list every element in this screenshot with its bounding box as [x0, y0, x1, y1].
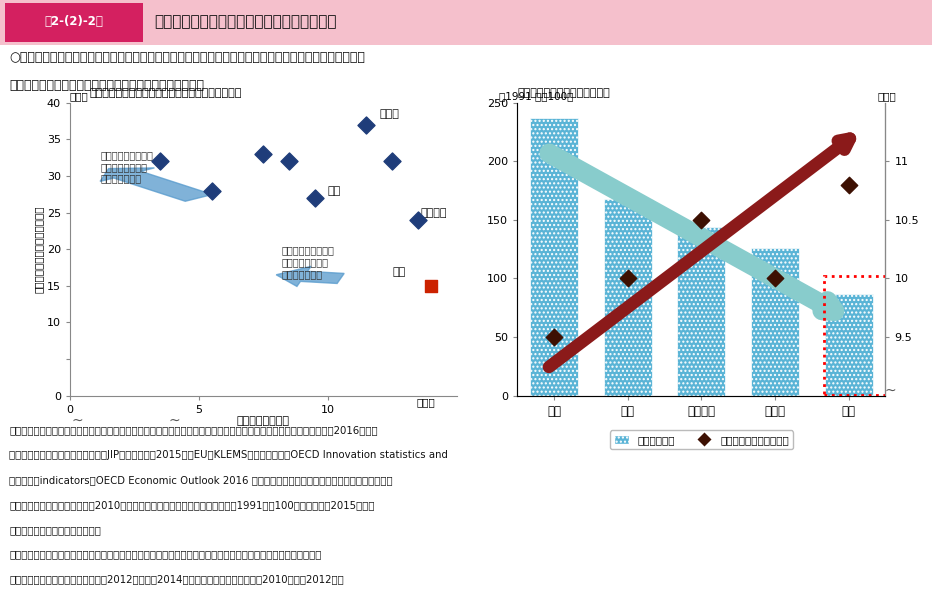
Bar — [678, 227, 725, 396]
Text: （独）経済産業研究所「JIPデータベース2015」、EU　KLEMSデータベース、OECD Innovation statistics and: （独）経済産業研究所「JIPデータベース2015」、EU KLEMSデータベース… — [9, 450, 448, 460]
Y-axis label: （イノベーションの実現割合）: （イノベーションの実現割合） — [34, 205, 44, 293]
Text: の設備投資額を指す。: の設備投資額を指す。 — [9, 525, 102, 535]
Text: フランス: フランス — [420, 208, 447, 218]
Bar — [530, 118, 578, 396]
Text: 第2-(2)-2図: 第2-(2)-2図 — [44, 15, 103, 28]
Text: indicators、OECD Economic Outlook 2016 をもとに厚生労働省労働政策担当参事官室にて作成: indicators、OECD Economic Outlook 2016 をも… — [9, 475, 393, 485]
FancyArrow shape — [276, 266, 344, 286]
X-axis label: （ヴィンテージ）: （ヴィンテージ） — [237, 416, 290, 426]
Point — [621, 274, 636, 283]
Point — [359, 120, 374, 129]
Point — [423, 281, 438, 291]
Text: イノベーションの実現とヴィンテージの関係: イノベーションの実現とヴィンテージの関係 — [154, 14, 336, 29]
Text: 英国: 英国 — [328, 186, 341, 196]
Text: ヴィンテージが低く
イノベーションの
実現割合が高い: ヴィンテージが低く イノベーションの 実現割合が高い — [101, 150, 154, 184]
Bar — [604, 199, 651, 396]
Text: ２）イノベーションの実現割合は、参照期間にプロダクト・イノベーションを実現した企業の割合を指す。: ２）イノベーションの実現割合は、参照期間にプロダクト・イノベーションを実現した企… — [9, 550, 322, 560]
Text: ~: ~ — [884, 384, 896, 397]
Text: 資料出所　内閣府「国富調査」、文部科学省科学技術・学術政策研究所「第４回全国イノベーション調査統計報告」（2016年）、: 資料出所 内閣府「国富調査」、文部科学省科学技術・学術政策研究所「第４回全国イノ… — [9, 425, 378, 435]
Text: ヴィンテージと設備投資の関係: ヴィンテージと設備投資の関係 — [517, 88, 610, 98]
Point — [255, 149, 271, 159]
Text: ~: ~ — [169, 414, 180, 428]
Text: ~: ~ — [72, 414, 84, 428]
FancyArrow shape — [100, 168, 212, 201]
Point — [693, 215, 709, 225]
Point — [308, 193, 322, 203]
Point — [768, 274, 783, 283]
Text: ○　国際的に、イノベーションの実現割合とヴィンテージには負の相関がみられ、我が国は、ヴィンテー: ○ 国際的に、イノベーションの実現割合とヴィンテージには負の相関がみられ、我が国… — [9, 51, 365, 64]
Point — [841, 180, 856, 190]
Text: （年）: （年） — [878, 91, 897, 101]
Point — [204, 186, 219, 196]
Point — [410, 215, 425, 225]
Point — [385, 156, 400, 166]
Text: ヴィンテージが高く
イノベーションの
実現割合が低い: ヴィンテージが高く イノベーションの 実現割合が低い — [281, 245, 335, 278]
Text: ドイツ: ドイツ — [379, 109, 399, 120]
Text: （％）: （％） — [70, 91, 89, 101]
Point — [153, 156, 168, 166]
Bar — [5, 3, 143, 42]
Text: イノベーションの実現割合とヴィンテージについて: イノベーションの実現割合とヴィンテージについて — [89, 88, 241, 98]
Bar — [825, 294, 872, 396]
Legend: 設備投資指数, ヴィンテージ（右目盛）: 設備投資指数, ヴィンテージ（右目盛） — [610, 431, 793, 449]
Text: ジの上昇が進み、イノベーションの実現割合も低い。: ジの上昇が進み、イノベーションの実現割合も低い。 — [9, 80, 204, 92]
Text: ３）各国の参照期間は日本が2012年度から2014年度、その他の国については2010年から2012年。: ３）各国の参照期間は日本が2012年度から2014年度、その他の国については20… — [9, 574, 344, 585]
Text: （年）: （年） — [417, 397, 435, 408]
Point — [546, 332, 561, 342]
Text: 日本: 日本 — [392, 267, 405, 277]
Text: （1991 年＝100）: （1991 年＝100） — [499, 91, 573, 101]
Point — [281, 156, 296, 166]
Bar — [751, 248, 799, 396]
Text: （注）　１）ヴィンテージは、2010年時点の経過年数を指し、設備投資指数は1991年を100とした場合の2015年時点: （注） １）ヴィンテージは、2010年時点の経過年数を指し、設備投資指数は199… — [9, 500, 375, 510]
